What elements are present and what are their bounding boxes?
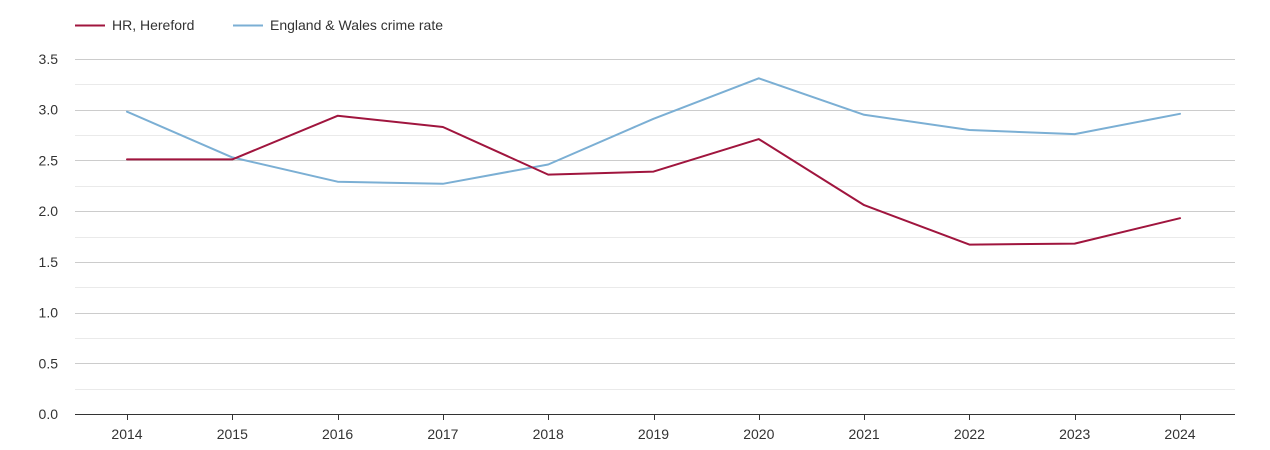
y-tick-label: 1.5 — [39, 254, 59, 270]
chart-gridlines — [75, 59, 1235, 390]
x-tick-label: 2015 — [217, 426, 248, 442]
hereford-series-line — [126, 114, 1181, 246]
legend-item-england-wales[interactable]: England & Wales crime rate — [233, 17, 443, 33]
x-tick-label: 2014 — [111, 426, 142, 442]
x-tick-label: 2020 — [743, 426, 774, 442]
chart-series — [126, 77, 1181, 246]
x-tick-label: 2021 — [849, 426, 880, 442]
x-tick-label: 2024 — [1164, 426, 1195, 442]
x-tick-label: 2022 — [954, 426, 985, 442]
y-tick-label: 3.0 — [39, 102, 59, 118]
y-tick-label: 0.0 — [39, 406, 59, 422]
x-tick-label: 2016 — [322, 426, 353, 442]
x-tick-label: 2023 — [1059, 426, 1090, 442]
y-tick-label: 3.5 — [39, 51, 59, 67]
y-tick-label: 0.5 — [39, 355, 59, 371]
legend-item-hereford[interactable]: HR, Hereford — [75, 17, 194, 33]
legend-label: England & Wales crime rate — [270, 17, 443, 33]
y-tick-label: 1.0 — [39, 305, 59, 321]
x-tick-label: 2018 — [533, 426, 564, 442]
x-tick-label: 2017 — [427, 426, 458, 442]
y-tick-label: 2.5 — [39, 152, 59, 168]
chart-legend: HR, Hereford England & Wales crime rate — [75, 17, 443, 33]
y-axis: 0.0 0.5 1.0 1.5 2.0 2.5 3.0 3.5 — [39, 51, 59, 422]
x-tick-label: 2019 — [638, 426, 669, 442]
y-tick-label: 2.0 — [39, 203, 59, 219]
x-axis: 2014 2015 2016 2017 2018 2019 2020 2021 2022 2023… — [75, 414, 1235, 442]
england-wales-series-line — [126, 77, 1181, 185]
legend-label: HR, Hereford — [112, 17, 194, 33]
